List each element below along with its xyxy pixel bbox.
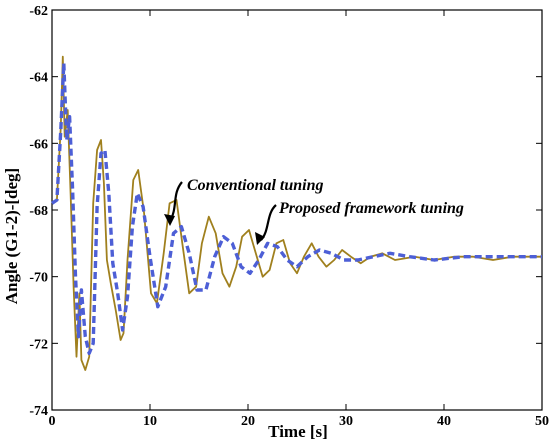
x-tick-label: 40 [437, 414, 451, 429]
arrowhead-conventional-tuning [164, 214, 175, 226]
x-axis-label: Time [s] [268, 422, 328, 441]
y-tick-label: -70 [29, 271, 48, 286]
annotation-proposed-framework-tuning: Proposed framework tuning [278, 200, 464, 217]
series-line-0 [51, 55, 542, 371]
y-tick-label: -62 [29, 4, 48, 19]
y-tick-label: -64 [29, 71, 48, 86]
ticks-layer: 0 10 20 30 40 50 -62 -64 -66 -68 -70 -72 -74 [29, 4, 549, 429]
arrowhead-proposed-framework-tuning [255, 232, 265, 245]
x-tick-label: 0 [49, 414, 56, 429]
x-tick-label: 20 [241, 414, 255, 429]
y-tick-label: -66 [29, 137, 48, 152]
series-layer [51, 55, 542, 371]
y-tick-label: -72 [29, 337, 48, 352]
y-tick-label: -68 [29, 204, 48, 219]
annotation-conventional-tuning: Conventional tuning [187, 177, 324, 194]
y-axis-label: Angle (G1-2)-[deg] [2, 168, 21, 304]
x-tick-label: 50 [535, 414, 549, 429]
y-tick-label: -74 [29, 404, 48, 419]
x-tick-label: 30 [339, 414, 353, 429]
x-tick-label: 10 [143, 414, 157, 429]
series-line-1 [51, 61, 542, 355]
